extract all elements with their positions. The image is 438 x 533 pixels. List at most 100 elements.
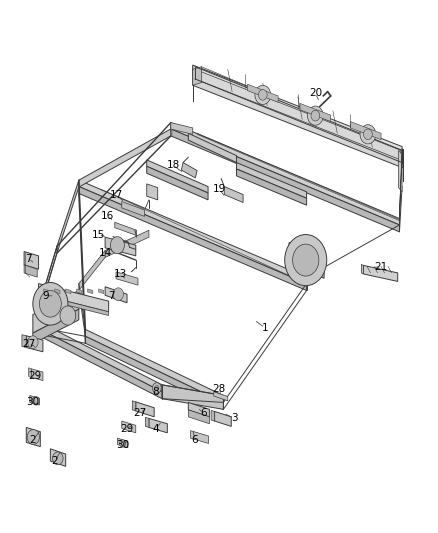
Circle shape <box>32 397 39 405</box>
Circle shape <box>113 288 124 301</box>
Polygon shape <box>188 410 209 424</box>
Text: 9: 9 <box>42 291 49 301</box>
Polygon shape <box>247 84 278 102</box>
Polygon shape <box>171 129 399 232</box>
Polygon shape <box>188 402 209 417</box>
Polygon shape <box>300 103 331 122</box>
Polygon shape <box>105 237 136 256</box>
Text: 8: 8 <box>152 387 159 397</box>
Polygon shape <box>33 309 79 344</box>
Text: 4: 4 <box>152 424 159 434</box>
Polygon shape <box>32 369 43 381</box>
Polygon shape <box>105 287 127 303</box>
Polygon shape <box>145 417 149 427</box>
Circle shape <box>39 290 61 317</box>
Polygon shape <box>28 368 32 377</box>
Circle shape <box>258 90 267 100</box>
Text: 7: 7 <box>108 291 115 301</box>
Circle shape <box>360 125 376 144</box>
Circle shape <box>307 106 323 125</box>
Text: 27: 27 <box>134 408 147 418</box>
Polygon shape <box>364 265 398 281</box>
Circle shape <box>311 110 320 121</box>
Polygon shape <box>188 133 237 163</box>
Circle shape <box>27 430 39 445</box>
Circle shape <box>53 452 63 465</box>
Polygon shape <box>193 67 403 168</box>
Circle shape <box>155 385 159 391</box>
Text: 19: 19 <box>212 184 226 194</box>
Circle shape <box>364 129 372 140</box>
Polygon shape <box>171 123 172 136</box>
Polygon shape <box>57 180 79 253</box>
Text: 3: 3 <box>231 414 238 423</box>
Polygon shape <box>35 320 162 392</box>
Text: 16: 16 <box>101 211 114 221</box>
Polygon shape <box>147 166 208 200</box>
Polygon shape <box>193 67 201 85</box>
Polygon shape <box>214 392 228 401</box>
Text: 2: 2 <box>51 456 58 466</box>
Polygon shape <box>55 289 60 294</box>
Polygon shape <box>122 421 136 433</box>
Polygon shape <box>99 289 104 294</box>
Text: 30: 30 <box>26 398 39 407</box>
Polygon shape <box>22 335 26 348</box>
Polygon shape <box>44 289 49 294</box>
Polygon shape <box>162 385 223 409</box>
Circle shape <box>110 237 124 254</box>
Polygon shape <box>350 122 381 140</box>
Polygon shape <box>85 336 223 409</box>
Polygon shape <box>24 252 39 269</box>
Polygon shape <box>50 449 66 466</box>
Polygon shape <box>115 222 137 236</box>
Polygon shape <box>116 272 138 285</box>
Circle shape <box>285 235 327 286</box>
Text: 18: 18 <box>166 160 180 170</box>
Text: 21: 21 <box>374 262 388 271</box>
Text: 15: 15 <box>92 230 105 239</box>
Polygon shape <box>117 438 128 448</box>
Circle shape <box>120 440 126 447</box>
Text: 6: 6 <box>191 435 198 445</box>
Polygon shape <box>88 289 93 294</box>
Polygon shape <box>195 69 401 160</box>
Polygon shape <box>191 431 208 443</box>
Polygon shape <box>181 163 197 178</box>
Polygon shape <box>105 230 149 257</box>
Polygon shape <box>39 284 109 312</box>
Text: 17: 17 <box>110 190 123 199</box>
Polygon shape <box>171 123 399 225</box>
Polygon shape <box>26 427 40 447</box>
Polygon shape <box>132 401 136 411</box>
Circle shape <box>60 306 76 325</box>
Text: 1: 1 <box>261 323 268 333</box>
Text: 20: 20 <box>309 88 322 98</box>
Text: 30: 30 <box>116 440 129 450</box>
Polygon shape <box>136 402 154 417</box>
Polygon shape <box>193 65 402 155</box>
Polygon shape <box>399 150 402 192</box>
Polygon shape <box>237 163 307 198</box>
Polygon shape <box>35 327 162 399</box>
Text: 13: 13 <box>114 270 127 279</box>
Text: 27: 27 <box>22 339 35 349</box>
Text: 6: 6 <box>200 408 207 418</box>
Polygon shape <box>361 264 364 274</box>
Circle shape <box>255 85 271 104</box>
Polygon shape <box>171 123 193 134</box>
Polygon shape <box>30 395 39 405</box>
Polygon shape <box>147 160 208 193</box>
Polygon shape <box>85 329 223 402</box>
Circle shape <box>33 282 68 325</box>
Polygon shape <box>122 201 145 216</box>
Polygon shape <box>26 336 43 352</box>
Polygon shape <box>399 149 402 219</box>
Polygon shape <box>237 169 307 205</box>
Polygon shape <box>147 184 158 200</box>
Polygon shape <box>35 246 57 327</box>
Text: 28: 28 <box>212 384 226 394</box>
Text: 7: 7 <box>25 254 32 263</box>
Circle shape <box>152 383 161 393</box>
Polygon shape <box>215 411 231 426</box>
